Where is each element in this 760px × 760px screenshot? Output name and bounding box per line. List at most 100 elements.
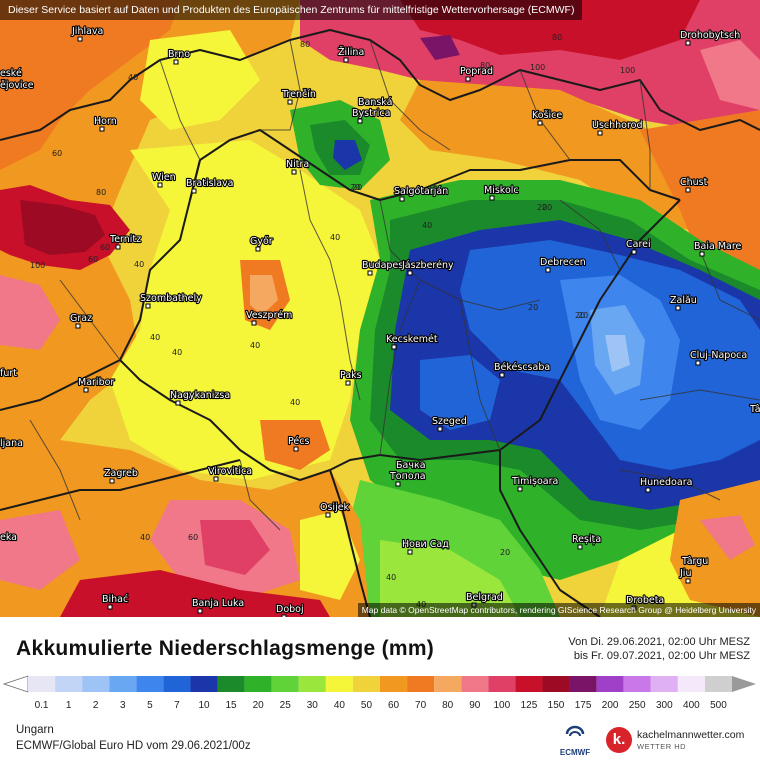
city-dot	[685, 187, 691, 193]
scale-label: 5	[147, 700, 153, 711]
city-dot	[175, 400, 181, 406]
city-markers: Jihlava Brno Žilina Poprad Drohobytsch eskéěj…	[0, 25, 760, 617]
isoline-label: 20	[500, 548, 510, 557]
period-to: bis Fr. 09.07.2021, 02:00 Uhr MESZ	[573, 650, 750, 662]
city-label: Košice	[532, 110, 562, 121]
city-label: Belgrad	[466, 592, 503, 603]
city-marker: Tâ	[748, 403, 760, 416]
city-dot	[255, 246, 261, 252]
city-dot	[407, 549, 413, 555]
scale-label: 175	[574, 700, 592, 711]
city-marker: Jihlava	[70, 25, 104, 42]
city-marker: Osijek	[319, 501, 351, 518]
ecmwf-logo-text: ECMWF	[559, 748, 591, 757]
precipitation-map[interactable]: 40 80 80 100 100 80 60 60 80 100 60 40 20 20 40 20 20 20 4…	[0, 0, 760, 617]
city-marker: Banja Luka	[191, 597, 245, 614]
city-label: Jihlava	[71, 26, 103, 37]
period-from: Von Di. 29.06.2021, 02:00 Uhr MESZ	[568, 636, 750, 648]
city-marker: Pécs	[287, 435, 311, 452]
isoline-label: 40	[422, 221, 432, 230]
city-marker: furt	[0, 367, 18, 380]
scale-right-arrow-icon	[732, 676, 756, 692]
city-label: Paks	[340, 370, 362, 381]
scale-swatch	[271, 676, 299, 692]
ecmwf-logo[interactable]: ECMWF	[558, 725, 592, 757]
city-marker: eské	[0, 67, 23, 80]
isoline-label: 20	[350, 183, 360, 192]
city-dot	[577, 544, 583, 550]
city-marker: Nitra	[285, 158, 310, 175]
scale-swatch	[244, 676, 272, 692]
city-marker: Jászberény	[400, 259, 455, 276]
city-label: Cluj-Napoca	[690, 350, 747, 361]
ecmwf-notice: Dieser Service basiert auf Daten und Pro…	[0, 0, 583, 20]
scale-swatch	[28, 676, 56, 692]
scale-swatch	[163, 676, 191, 692]
city-label: Osijek	[320, 502, 350, 513]
city-marker: Brno	[167, 48, 191, 65]
city-dot	[293, 446, 299, 452]
city-label: Nagykanizsa	[170, 390, 230, 401]
kachelmann-brand[interactable]: kachelmannwetter.com	[637, 729, 745, 741]
city-label: Zagreb	[104, 468, 138, 479]
city-label: Hunedoara	[640, 477, 692, 488]
city-marker: Doboj	[275, 603, 305, 617]
isoline-label: 60	[88, 255, 98, 264]
isoline-label: 40	[134, 260, 144, 269]
city-marker: Топола	[388, 470, 427, 487]
city-label: Bystrica	[352, 108, 390, 119]
city-label: Szombathely	[140, 293, 202, 304]
scale-label: 70	[415, 700, 427, 711]
scale-label: 40	[333, 700, 345, 711]
scale-label: 80	[442, 700, 454, 711]
city-dot	[287, 99, 293, 105]
city-dot	[291, 169, 297, 175]
scale-label: 90	[469, 700, 481, 711]
scale-swatch	[596, 676, 624, 692]
isoline-label: 100	[530, 63, 545, 72]
city-label: Brno	[168, 49, 190, 60]
city-dot	[465, 76, 471, 82]
city-marker: Uschhorod	[591, 119, 644, 136]
city-marker: Szombathely	[139, 292, 203, 309]
city-marker: Carei	[625, 238, 652, 255]
scale-swatch	[704, 676, 732, 692]
isoline-label: 40	[290, 398, 300, 407]
city-label: Banská	[358, 97, 392, 108]
city-dot	[325, 512, 331, 518]
city-marker: Jiu	[678, 567, 693, 584]
city-dot	[517, 486, 523, 492]
scale-swatch	[136, 676, 164, 692]
city-marker: Hunedoara	[639, 476, 694, 493]
city-label: Jászberény	[401, 260, 454, 271]
city-label: Carei	[626, 239, 651, 250]
city-marker: Budapest	[361, 259, 408, 276]
city-label: Bratislava	[186, 178, 233, 189]
scale-label: 125	[520, 700, 538, 711]
scale-swatch	[569, 676, 597, 692]
forecast-period: Von Di. 29.06.2021, 02:00 Uhr MESZ bis F…	[568, 635, 750, 663]
city-dot	[173, 59, 179, 65]
scale-label: 0.1	[34, 700, 49, 711]
city-marker: Nagykanizsa	[169, 389, 231, 406]
color-scale-labels: 0.1 1 2 3 5 7 10 15 20 25 30 40 50 60 70 80 90 100 125 150 1…	[0, 700, 760, 714]
city-dot	[345, 380, 351, 386]
city-dot	[213, 476, 219, 482]
city-label: Győr	[250, 236, 273, 247]
city-dot	[437, 426, 443, 432]
city-dot	[191, 188, 197, 194]
city-label: Baia Mare	[694, 241, 742, 252]
isoline-label: 40	[330, 233, 340, 242]
scale-swatch	[488, 676, 516, 692]
city-dot	[645, 487, 651, 493]
city-dot	[545, 267, 551, 273]
isoline-label: 20	[537, 203, 547, 212]
isoline-label: 40	[128, 73, 138, 82]
city-dot	[399, 196, 405, 202]
kachelmann-logo-icon[interactable]: k.	[606, 727, 632, 753]
city-marker: Kecskemét	[385, 333, 439, 350]
isoline-label: 100	[620, 66, 635, 75]
city-marker: Baia Mare	[693, 240, 743, 257]
scale-label: 30	[306, 700, 318, 711]
isoline-label: 60	[188, 533, 198, 542]
